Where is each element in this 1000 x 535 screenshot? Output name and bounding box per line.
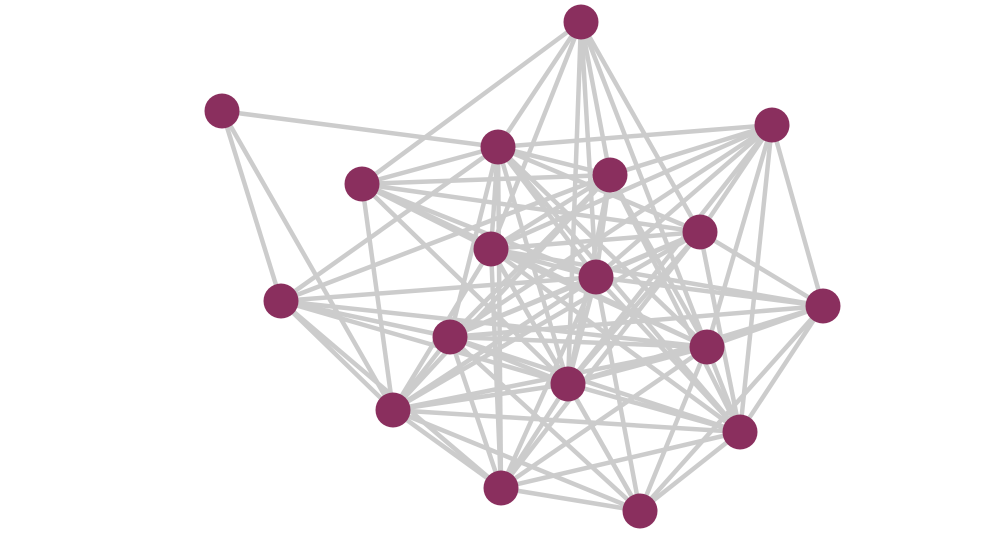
edge-E-N xyxy=(360,182,570,386)
node-L[interactable] xyxy=(432,319,468,355)
edge-C-P xyxy=(737,124,775,433)
node-M[interactable] xyxy=(689,329,725,365)
edge-G-Q xyxy=(499,230,702,490)
edge-Q-R xyxy=(500,485,641,514)
edge-A-F xyxy=(578,21,613,176)
edge-F-H xyxy=(489,173,612,251)
edge-L-P xyxy=(449,334,741,435)
node-P[interactable] xyxy=(722,414,758,450)
edge-D-M xyxy=(496,145,709,349)
edge-I-Q xyxy=(498,276,599,489)
node-A[interactable] xyxy=(563,4,599,40)
edge-P-Q xyxy=(500,429,741,491)
node-R[interactable] xyxy=(622,493,658,529)
edge-C-L xyxy=(448,123,774,339)
edge-K-P xyxy=(738,304,825,434)
edge-O-Q xyxy=(391,408,503,490)
edge-I-J xyxy=(280,274,597,304)
node-I[interactable] xyxy=(578,259,614,295)
edge-G-O xyxy=(391,230,702,412)
node-Q[interactable] xyxy=(483,470,519,506)
node-N[interactable] xyxy=(550,366,586,402)
edge-B-J xyxy=(219,110,284,302)
edge-A-N xyxy=(565,21,584,385)
edge-A-M xyxy=(578,21,710,348)
node-D[interactable] xyxy=(480,129,516,165)
edge-C-D xyxy=(497,122,773,150)
edge-A-G xyxy=(579,20,702,234)
edge-P-R xyxy=(638,430,742,513)
node-B[interactable] xyxy=(204,93,240,129)
edge-A-D xyxy=(496,20,583,149)
edge-F-J xyxy=(280,172,611,304)
edge-C-I xyxy=(594,123,774,279)
edge-H-Q xyxy=(488,248,504,489)
edge-O-P xyxy=(392,407,741,435)
edge-D-F xyxy=(497,144,611,178)
edge-C-F xyxy=(609,122,773,178)
edge-A-H xyxy=(488,21,584,250)
node-O[interactable] xyxy=(375,392,411,428)
node-F[interactable] xyxy=(592,157,628,193)
edge-I-O xyxy=(391,275,598,412)
node-J[interactable] xyxy=(263,283,299,319)
node-K[interactable] xyxy=(805,288,841,324)
node-E[interactable] xyxy=(344,166,380,202)
edge-O-R xyxy=(392,407,641,514)
node-H[interactable] xyxy=(473,231,509,267)
edge-F-P xyxy=(607,173,743,434)
edge-D-P xyxy=(496,145,742,434)
edge-N-R xyxy=(566,382,642,513)
edges-layer xyxy=(219,20,826,514)
edge-M-Q xyxy=(499,345,709,490)
edge-C-K xyxy=(769,124,826,307)
edge-F-O xyxy=(391,173,612,412)
node-G[interactable] xyxy=(682,214,718,250)
edge-A-E xyxy=(360,20,583,186)
edge-E-F xyxy=(361,172,611,187)
edge-I-N xyxy=(565,276,599,385)
edge-N-O xyxy=(392,381,569,413)
edge-K-L xyxy=(449,303,824,340)
edge-L-R xyxy=(448,335,642,513)
edge-H-P xyxy=(489,247,742,434)
edge-M-O xyxy=(392,344,708,413)
nodes-layer xyxy=(204,4,841,529)
edge-D-E xyxy=(361,144,499,187)
edge-E-G xyxy=(361,181,701,235)
edge-G-H xyxy=(490,229,701,252)
edge-J-M xyxy=(280,298,708,350)
edge-H-K xyxy=(490,246,824,309)
edge-B-D xyxy=(221,108,499,150)
edge-I-K xyxy=(595,274,824,309)
edge-E-O xyxy=(359,183,396,411)
node-C[interactable] xyxy=(754,107,790,143)
edge-L-M xyxy=(449,334,708,350)
edge-B-O xyxy=(220,109,395,412)
edge-G-P xyxy=(697,231,743,433)
edge-N-P xyxy=(567,381,741,435)
edge-A-I xyxy=(578,21,599,278)
edge-D-J xyxy=(279,145,500,303)
edge-I-L xyxy=(449,274,597,340)
edge-L-Q xyxy=(447,336,504,489)
edge-N-Q xyxy=(499,382,570,490)
edge-G-K xyxy=(698,230,825,308)
edge-C-H xyxy=(490,122,773,252)
edge-J-N xyxy=(280,298,569,387)
